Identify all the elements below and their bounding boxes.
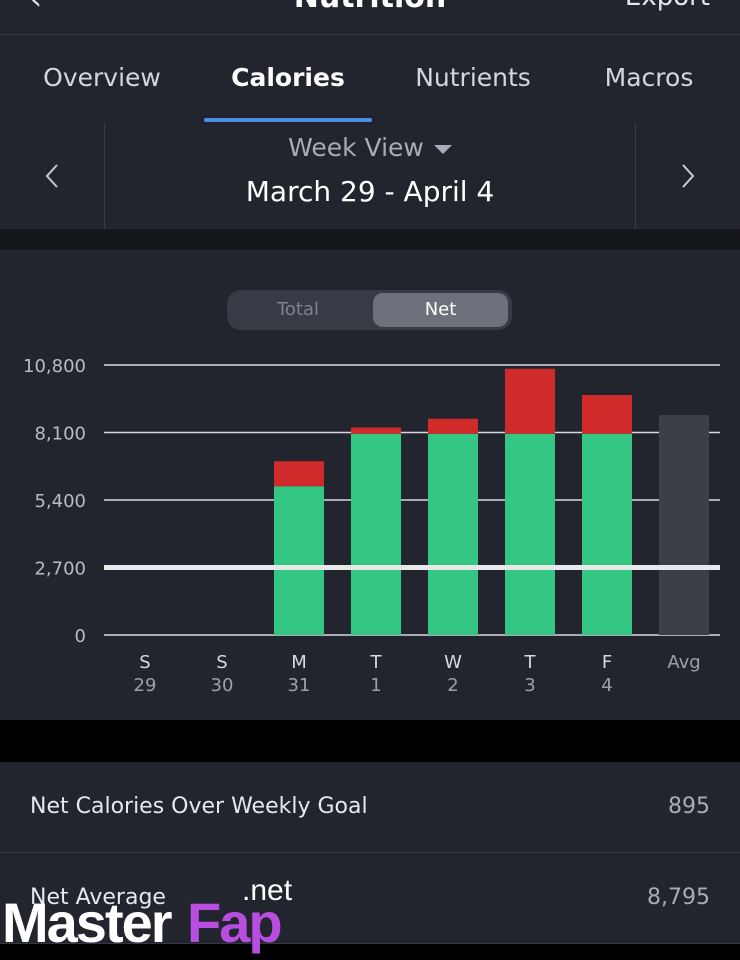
back-chevron-icon[interactable]: ‹ (30, 0, 42, 17)
section-divider (0, 229, 740, 250)
y-tick-label: 2,700 (34, 559, 86, 580)
active-tab-indicator (204, 118, 372, 122)
page-title: Nutrition (0, 0, 740, 15)
bar-over-goal (505, 368, 555, 434)
bar-under-goal (274, 486, 324, 635)
bar-under-goal (351, 433, 401, 635)
bar-over-goal (582, 395, 632, 434)
tab-nutrients[interactable]: Nutrients (415, 63, 531, 92)
chevron-right-icon (682, 164, 695, 188)
date-range: March 29 - April 4 (245, 175, 495, 208)
x-tick-day: Avg (667, 652, 700, 673)
watermark-text-net: .net (242, 874, 293, 907)
x-tick-day: W (444, 652, 462, 673)
x-tick-date: 4 (601, 675, 612, 696)
toggle-total[interactable]: Total (276, 299, 320, 320)
x-tick-day: T (370, 652, 383, 673)
y-tick-label: 8,100 (34, 424, 86, 445)
dropdown-caret-icon (433, 144, 452, 154)
watermark-text-fap: Fap (187, 891, 283, 954)
x-tick-date: 2 (447, 675, 458, 696)
week-view-selector[interactable]: Week View (104, 133, 636, 162)
tab-bar: Overview Calories Nutrients Macros (0, 35, 740, 124)
x-tick-day: S (139, 652, 150, 673)
chart-panel: Total Net 10,800 8,100 5,400 2,700 0 S 29 S 30 M 3… (0, 250, 740, 720)
summary-row-net-average: Net Average 8,795 (0, 853, 740, 944)
bar-under-goal (428, 433, 478, 635)
bar-under-goal (582, 433, 632, 635)
watermark-logo: Master Fap .net (2, 874, 312, 958)
x-tick-date: 30 (211, 675, 234, 696)
calories-bar-chart: 10,8008,1005,4002,7000S29S30M31T1W2T3F4A… (23, 356, 720, 696)
summary-value: 8,795 (647, 885, 710, 910)
y-tick-label: 0 (75, 626, 86, 647)
x-tick-date: 29 (134, 675, 157, 696)
x-tick-date: 1 (370, 675, 381, 696)
summary-label: Net Average (30, 885, 166, 910)
x-tick-day: M (291, 652, 307, 673)
section-divider (0, 720, 740, 762)
x-tick-date: 3 (524, 675, 535, 696)
bar-over-goal (428, 418, 478, 434)
y-tick-label: 10,800 (23, 356, 86, 377)
export-button[interactable]: Export (625, 0, 710, 12)
next-week-button[interactable] (635, 123, 740, 229)
x-tick-day: S (216, 652, 227, 673)
watermark-text-master: Master (2, 891, 173, 954)
bar-over-goal (351, 427, 401, 434)
chevron-left-icon (45, 164, 58, 188)
x-tick-day: F (602, 652, 612, 673)
summary-label: Net Calories Over Weekly Goal (30, 794, 368, 819)
date-navigator: Week View March 29 - April 4 (0, 123, 740, 229)
bar-over-goal (274, 461, 324, 487)
tab-overview[interactable]: Overview (43, 63, 161, 92)
week-view-label: Week View (288, 133, 424, 162)
tab-macros[interactable]: Macros (604, 63, 694, 92)
summary-row-over-goal: Net Calories Over Weekly Goal 895 (0, 762, 740, 853)
toggle-net[interactable]: Net (373, 293, 508, 327)
tab-calories[interactable]: Calories (231, 63, 345, 92)
y-tick-label: 5,400 (34, 491, 86, 512)
total-net-toggle[interactable]: Total Net (227, 290, 512, 330)
x-tick-day: T (524, 652, 537, 673)
x-tick-date: 31 (288, 675, 311, 696)
average-bar (659, 415, 709, 635)
bar-under-goal (505, 433, 555, 635)
previous-week-button[interactable] (0, 123, 105, 229)
summary-value: 895 (668, 794, 710, 819)
top-nav-bar: ‹ Nutrition Export (0, 0, 740, 35)
